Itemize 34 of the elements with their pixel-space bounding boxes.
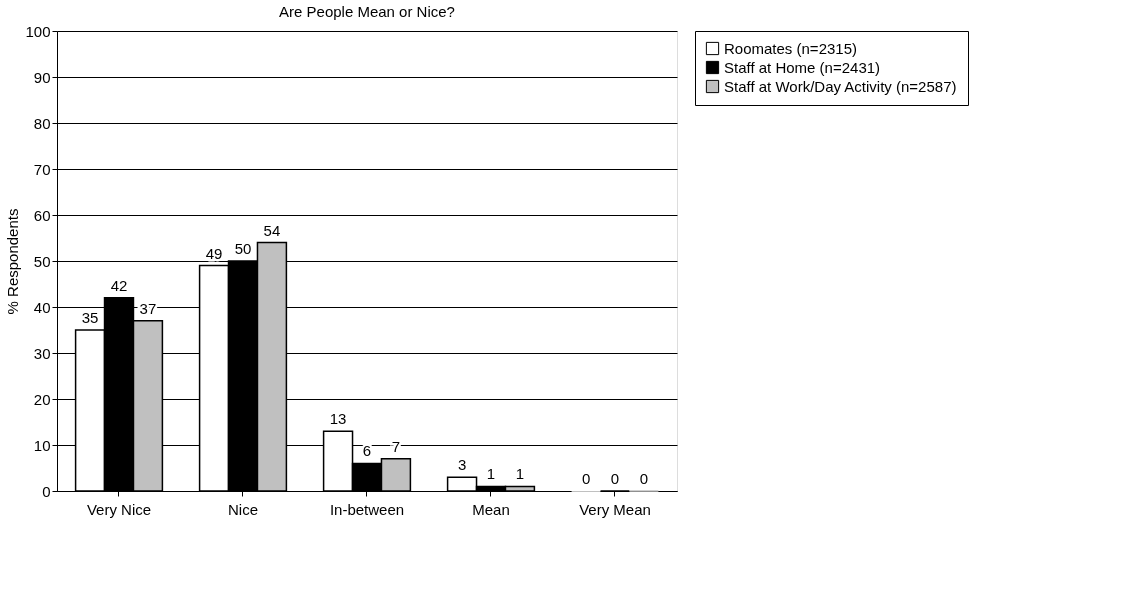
data-label: 0 [610, 470, 620, 487]
y-tick-label: 40 [33, 298, 51, 316]
chart-title: Are People Mean or Nice? [279, 3, 455, 20]
data-label: 3 [457, 456, 467, 474]
legend-label: Roomates (n=2315) [724, 39, 857, 57]
data-label: 42 [110, 276, 128, 294]
data-label: 6 [362, 442, 372, 460]
x-tick-label: In-between [329, 500, 405, 518]
data-label: 1 [486, 465, 496, 483]
y-tick-label: 70 [33, 160, 51, 178]
data-label: 54 [263, 221, 281, 239]
data-label: 50 [234, 240, 252, 257]
data-label: 0 [581, 470, 591, 487]
y-tick-label: 80 [33, 114, 51, 132]
y-tick-label: 20 [33, 390, 51, 408]
y-tick-label: 0 [42, 482, 51, 500]
y-tick-label: 30 [33, 344, 51, 362]
data-label: 1 [515, 465, 525, 483]
y-axis-title: % Respondents [4, 208, 22, 315]
x-tick-label: Very Mean [579, 500, 651, 518]
x-tick-label: Very Nice [86, 500, 152, 518]
y-tick-label: 60 [33, 206, 51, 224]
y-tick-label: 10 [33, 436, 51, 454]
data-label: 13 [329, 410, 347, 428]
y-tick-label: 50 [33, 252, 51, 270]
y-tick-label: 100 [25, 22, 51, 40]
legend-label: Staff at Work/Day Activity (n=2587) [724, 77, 957, 95]
data-label: 0 [639, 470, 649, 487]
data-label: 49 [205, 244, 223, 262]
data-label: 35 [81, 309, 99, 326]
x-tick-label: Nice [227, 500, 259, 518]
legend-label: Staff at Home (n=2431) [724, 58, 881, 76]
y-tick-label: 90 [33, 68, 51, 86]
x-tick-label: Mean [472, 500, 510, 518]
